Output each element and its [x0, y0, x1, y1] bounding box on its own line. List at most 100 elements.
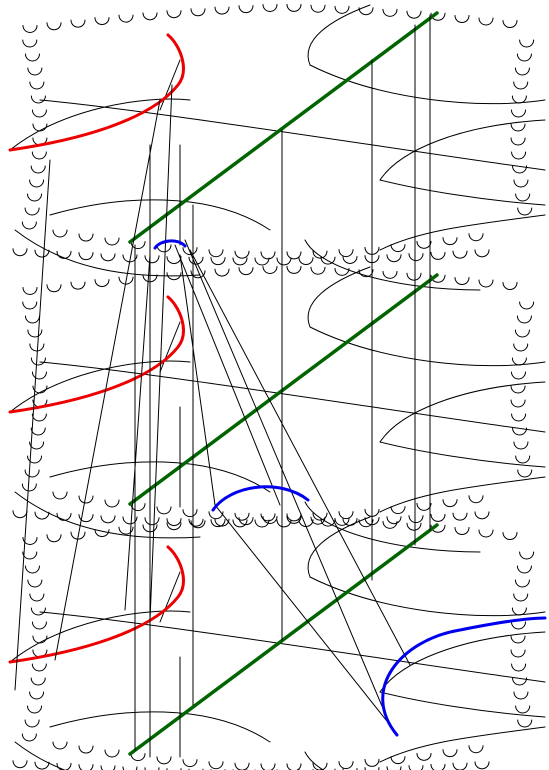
scallop-arc-74: [210, 257, 226, 266]
scallop-arc-1: [46, 284, 62, 293]
tiling-arc-3: [307, 4, 371, 66]
tiling-arc-2: [159, 321, 181, 373]
scallop-arc-31: [29, 179, 45, 188]
scallop-arc-34: [21, 483, 37, 492]
scallop-arc-61: [390, 244, 406, 253]
scallop-arc-3: [94, 279, 110, 288]
tiling-arc-10: [379, 726, 546, 763]
scallop-arc-9: [238, 5, 254, 14]
scallop-arc-51: [130, 753, 146, 762]
green-diagonal: [128, 11, 439, 244]
scallop-arc-45: [513, 691, 529, 700]
scallop-arc-39: [511, 95, 527, 104]
scallop-arc-43: [511, 413, 527, 422]
scallop-arc-37: [514, 67, 530, 76]
tiling-arc-0: [9, 360, 191, 413]
scallop-arc-55: [234, 250, 250, 259]
highlight-arcs: [153, 239, 547, 737]
scallop-arc-56: [260, 251, 276, 260]
scallop-arc-69: [100, 515, 116, 524]
scallop-arc-29: [31, 151, 47, 160]
scallop-arc-44: [512, 427, 528, 436]
scallop-arc-62: [416, 502, 432, 511]
scallop-arc-70: [122, 766, 138, 770]
tiling-arc-1: [39, 611, 546, 683]
scallop-arc-0: [22, 287, 38, 295]
scallop-arc-10: [262, 3, 278, 12]
scallop-arc-38: [513, 343, 529, 352]
scallop-arc-14: [358, 519, 374, 528]
scallop-arc-85: [452, 250, 468, 259]
scallop-arc-50: [104, 499, 120, 508]
scallop-arc-82: [386, 254, 402, 263]
scallop-arc-59: [338, 761, 354, 770]
scallop-arc-14: [358, 7, 374, 16]
tiling-arc-2: [159, 571, 181, 623]
scallop-arc-70: [122, 516, 138, 525]
scallop-arc-73: [188, 256, 204, 265]
scallop-arc-23: [27, 579, 43, 588]
scallop-arc-63: [442, 499, 458, 508]
scallop-arc-57: [286, 513, 302, 522]
scallop-arc-12: [310, 266, 326, 275]
scallop-arc-10: [262, 515, 278, 524]
scallop-arc-60: [364, 758, 380, 767]
scallop-arc-18: [454, 277, 470, 286]
scallop-arc-32: [27, 455, 43, 464]
scallop-arc-5: [142, 12, 158, 21]
red-arc: [8, 295, 185, 414]
scallop-arc-68: [78, 764, 94, 770]
scallop-arc-73: [188, 518, 204, 527]
scallop-arc-53: [182, 247, 198, 256]
scallop-arc-41: [510, 635, 526, 644]
scallop-arc-19: [478, 529, 494, 538]
scallop-arc-2: [70, 281, 86, 290]
scallop-arc-38: [513, 593, 529, 602]
scallop-arc-84: [430, 513, 446, 522]
scallop-arc-45: [513, 179, 529, 188]
tiling-arc-8: [14, 229, 201, 277]
scallop-arc-31: [29, 691, 45, 700]
scallop-arc-21: [22, 301, 38, 310]
scallop-arc-19: [478, 17, 494, 26]
scallop-arc-51: [130, 503, 146, 512]
scallop-arc-25: [30, 357, 46, 366]
scallop-arc-6: [166, 522, 182, 531]
scallop-arc-76: [254, 257, 270, 266]
scallop-arc-67: [56, 512, 72, 521]
scallop-arc-72: [166, 256, 182, 265]
scallop-arc-35: [519, 301, 535, 310]
scallop-arc-12: [310, 4, 326, 13]
scallop-arc-45: [513, 441, 529, 450]
scallop-arc-53: [182, 759, 198, 768]
slant-connector-7: [124, 254, 151, 611]
scallop-arc-65: [12, 760, 28, 769]
scallop-arc-48: [52, 491, 68, 500]
scallop-arc-52: [156, 244, 172, 253]
scallop-arc-37: [514, 329, 530, 338]
scallop-arc-47: [517, 719, 533, 728]
scallop-arc-67: [56, 250, 72, 259]
scallop-arc-48: [52, 229, 68, 238]
scallop-arc-58: [312, 762, 328, 770]
scallop-arc-30: [30, 165, 46, 174]
scallop-arc-46: [515, 193, 531, 202]
scallop-arc-58: [312, 250, 328, 259]
scallop-arc-69: [100, 253, 116, 262]
slant-connector-1: [54, 99, 161, 661]
scallop-arc-79: [320, 256, 336, 265]
slant-connector-6: [189, 249, 411, 666]
scallop-arc-30: [30, 427, 46, 436]
scallop-arc-7: [190, 8, 206, 17]
scallop-arc-37: [514, 579, 530, 588]
scallop-arc-63: [442, 237, 458, 246]
scallop-arc-64: [468, 745, 484, 754]
scallop-arc-23: [27, 67, 43, 76]
scallop-arc-75: [232, 519, 248, 528]
tiling-arc-7: [49, 199, 271, 231]
scallop-arc-30: [30, 677, 46, 686]
scallop-arc-43: [511, 663, 527, 672]
tiling-arc-5: [379, 381, 546, 443]
scallop-arc-7: [190, 520, 206, 529]
